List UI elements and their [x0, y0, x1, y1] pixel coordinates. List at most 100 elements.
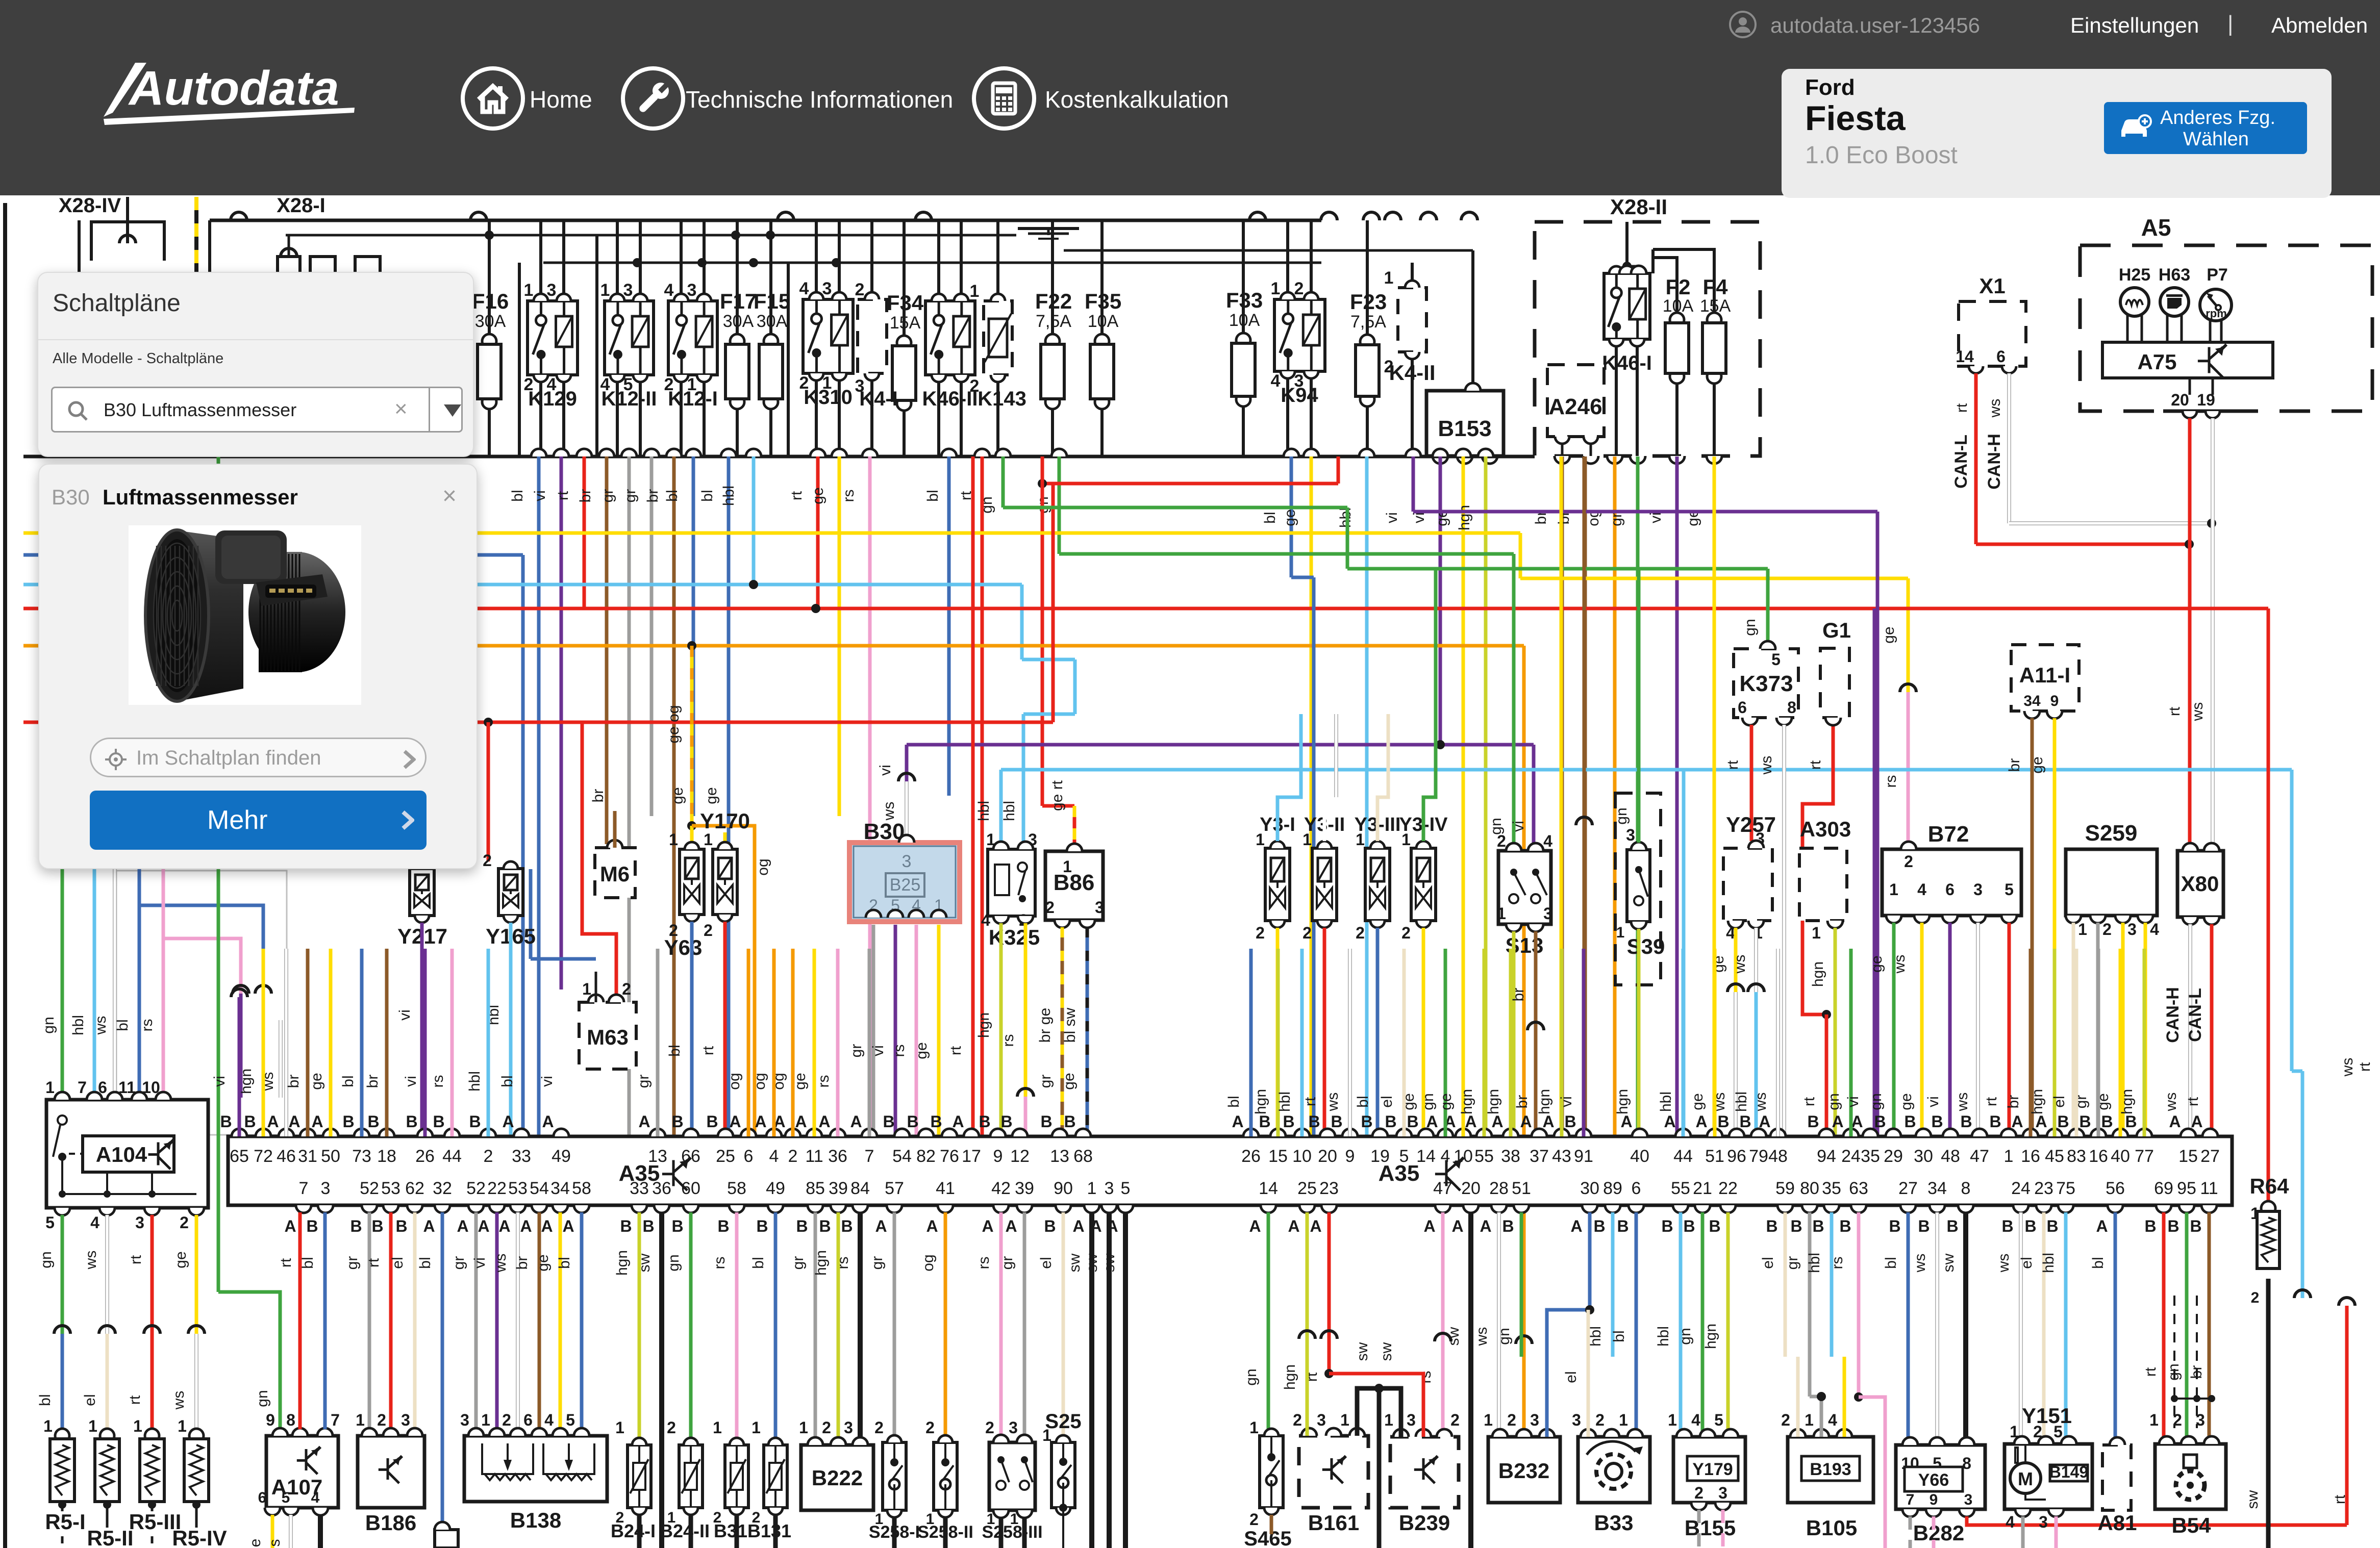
svg-text:7: 7 — [299, 1179, 309, 1198]
svg-text:rt: rt — [947, 1046, 964, 1055]
svg-text:33: 33 — [512, 1147, 531, 1166]
svg-text:hbl: hbl — [466, 1071, 483, 1092]
svg-text:K373: K373 — [1739, 671, 1793, 696]
svg-text:ge: ge — [1689, 1093, 1706, 1110]
svg-text:B: B — [1040, 1112, 1052, 1131]
svg-text:48: 48 — [1941, 1147, 1960, 1166]
svg-text:bl: bl — [509, 490, 526, 501]
svg-text:gr: gr — [622, 489, 639, 503]
svg-text:A: A — [562, 1217, 574, 1235]
svg-text:1: 1 — [2078, 920, 2087, 938]
svg-text:hbl: hbl — [2040, 1253, 2057, 1273]
svg-text:og: og — [726, 1073, 743, 1089]
svg-text:br: br — [514, 1256, 531, 1270]
svg-text:B: B — [244, 1112, 256, 1131]
svg-text:gr: gr — [1037, 1075, 1054, 1088]
svg-text:B30: B30 — [864, 819, 905, 844]
svg-text:3: 3 — [687, 281, 697, 300]
svg-text:1: 1 — [1668, 1411, 1677, 1429]
svg-text:4: 4 — [2150, 920, 2159, 938]
svg-text:8: 8 — [1787, 698, 1796, 717]
svg-text:ge: ge — [1710, 955, 1727, 972]
svg-text:hgn: hgn — [1282, 1364, 1298, 1390]
svg-text:M6: M6 — [600, 862, 630, 886]
svg-text:B: B — [883, 1112, 894, 1131]
svg-text:bl: bl — [924, 490, 941, 501]
svg-text:K325: K325 — [989, 925, 1040, 949]
svg-text:46: 46 — [277, 1147, 296, 1166]
svg-text:25: 25 — [716, 1147, 735, 1166]
svg-text:2: 2 — [752, 1509, 761, 1526]
svg-text:rpm: rpm — [2206, 307, 2227, 320]
svg-text:R5-III: R5-III — [129, 1510, 182, 1534]
svg-text:48: 48 — [1768, 1147, 1788, 1166]
svg-text:1: 1 — [615, 1418, 624, 1437]
svg-text:3: 3 — [1543, 904, 1552, 923]
svg-text:bl sw: bl sw — [1062, 1007, 1079, 1043]
svg-text:15: 15 — [2178, 1147, 2198, 1166]
svg-text:B: B — [2144, 1217, 2156, 1235]
svg-text:gn: gn — [38, 1251, 55, 1268]
svg-text:4: 4 — [544, 1411, 554, 1429]
svg-text:2: 2 — [2033, 1423, 2042, 1441]
svg-text:ws: ws — [1995, 1254, 2012, 1273]
svg-text:17: 17 — [962, 1147, 981, 1166]
svg-text:ws: ws — [170, 1391, 187, 1410]
svg-text:B: B — [2101, 1112, 2113, 1131]
svg-text:65: 65 — [230, 1147, 249, 1166]
svg-text:3: 3 — [1009, 1418, 1018, 1437]
svg-text:B: B — [2125, 1112, 2137, 1131]
svg-text:bl: bl — [114, 1019, 131, 1031]
svg-text:ws: ws — [1891, 955, 1908, 974]
svg-text:ge: ge — [913, 1042, 930, 1059]
svg-text:3: 3 — [822, 279, 832, 298]
svg-text:B: B — [469, 1112, 481, 1131]
svg-text:94: 94 — [1817, 1147, 1836, 1166]
svg-text:vi: vi — [1647, 512, 1664, 523]
svg-text:B: B — [907, 1112, 918, 1131]
svg-text:3: 3 — [1530, 1411, 1539, 1429]
svg-text:hbl: hbl — [975, 801, 992, 821]
svg-text:4: 4 — [1441, 1147, 1450, 1166]
svg-text:14: 14 — [1259, 1179, 1278, 1198]
svg-text:47: 47 — [1970, 1147, 1989, 1166]
svg-text:rs: rs — [430, 1075, 446, 1088]
svg-text:gn: gn — [665, 1254, 682, 1271]
svg-text:2: 2 — [1045, 898, 1055, 917]
svg-text:sw: sw — [2244, 1490, 2261, 1509]
svg-text:K143: K143 — [978, 388, 1026, 410]
svg-text:rs: rs — [139, 1019, 156, 1032]
svg-text:bl: bl — [299, 1257, 316, 1268]
svg-text:76: 76 — [940, 1147, 959, 1166]
svg-text:B: B — [620, 1217, 632, 1235]
svg-text:ws: ws — [1324, 1093, 1341, 1112]
svg-text:ge: ge — [1282, 509, 1298, 526]
svg-text:A: A — [267, 1112, 279, 1131]
svg-text:hbl: hbl — [1276, 1092, 1293, 1112]
svg-text:40: 40 — [1630, 1147, 1649, 1166]
svg-text:5: 5 — [2053, 1423, 2063, 1441]
svg-text:B: B — [306, 1217, 318, 1235]
svg-text:sw: sw — [1084, 1253, 1100, 1272]
svg-text:B: B — [1812, 1217, 1824, 1235]
svg-text:77: 77 — [2135, 1147, 2154, 1166]
svg-text:rt: rt — [1801, 1097, 1818, 1106]
svg-text:2: 2 — [1384, 357, 1394, 376]
svg-text:ge: ge — [1061, 1073, 1078, 1089]
svg-text:el: el — [389, 1257, 406, 1268]
svg-text:gr: gr — [848, 1044, 865, 1058]
svg-text:21: 21 — [1693, 1179, 1712, 1198]
svg-text:95: 95 — [2177, 1179, 2196, 1198]
svg-text:S25: S25 — [1045, 1410, 1081, 1433]
svg-text:ge: ge — [1868, 955, 1885, 972]
svg-text:1: 1 — [1249, 1418, 1259, 1437]
svg-text:A: A — [1106, 1217, 1118, 1235]
svg-text:31: 31 — [298, 1147, 317, 1166]
svg-text:B: B — [1308, 1112, 1320, 1131]
svg-text:hgn: hgn — [1252, 1089, 1269, 1114]
svg-text:vi: vi — [1411, 512, 1427, 523]
svg-text:vi: vi — [396, 1009, 413, 1021]
svg-text:br: br — [2006, 758, 2023, 772]
svg-text:hbl: hbl — [720, 486, 737, 506]
svg-text:bl: bl — [1883, 1257, 1899, 1268]
